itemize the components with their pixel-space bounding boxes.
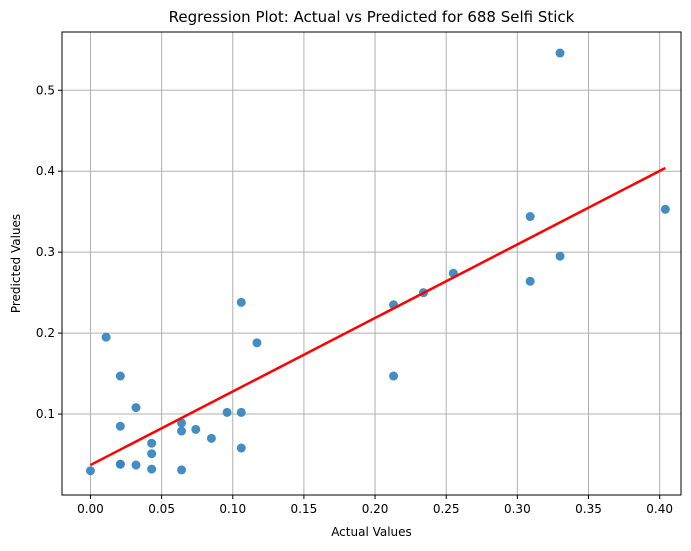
x-tick-label: 0.00 xyxy=(77,502,104,516)
scatter-point xyxy=(236,297,246,307)
x-tick-label: 0.40 xyxy=(646,502,673,516)
x-tick-label: 0.10 xyxy=(219,502,246,516)
scatter-point xyxy=(115,421,125,431)
scatter-point xyxy=(660,204,670,214)
x-tick-label: 0.15 xyxy=(291,502,318,516)
y-tick-label: 0.3 xyxy=(36,245,55,259)
scatter-point xyxy=(147,438,157,448)
x-axis-label: Actual Values xyxy=(331,525,412,539)
scatter-point xyxy=(147,464,157,474)
scatter-point xyxy=(191,424,201,434)
scatter-point xyxy=(252,338,262,348)
scatter-point xyxy=(131,403,141,413)
scatter-point xyxy=(236,407,246,417)
scatter-point xyxy=(555,48,565,58)
scatter-point xyxy=(236,443,246,453)
x-tick-label: 0.30 xyxy=(504,502,531,516)
scatter-point xyxy=(525,212,535,222)
scatter-point xyxy=(147,449,157,459)
plot-frame xyxy=(61,31,682,496)
scatter-point xyxy=(85,466,95,476)
data-layer xyxy=(85,48,670,476)
tick-layer: 0.00 0.05 0.10 0.15 0.20 0.25 0.30 0.35 0.40 0.1 0… xyxy=(36,83,673,516)
scatter-point xyxy=(177,465,187,475)
scatter-point xyxy=(177,418,187,428)
x-tick-label: 0.25 xyxy=(433,502,460,516)
x-tick-label: 0.05 xyxy=(148,502,175,516)
scatter-point xyxy=(115,459,125,469)
y-tick-label: 0.1 xyxy=(36,407,55,421)
scatter-point xyxy=(525,276,535,286)
scatter-point xyxy=(389,371,399,381)
scatter-point xyxy=(177,426,187,436)
grid-layer xyxy=(62,32,681,495)
regression-line xyxy=(89,166,666,467)
scatter-point xyxy=(222,407,232,417)
scatter-point xyxy=(206,433,216,443)
scatter-point xyxy=(555,251,565,261)
x-tick-label: 0.20 xyxy=(362,502,389,516)
y-tick-label: 0.4 xyxy=(36,164,55,178)
scatter-point xyxy=(115,371,125,381)
y-axis-label: Predicted Values xyxy=(9,214,23,313)
y-tick-label: 0.5 xyxy=(36,83,55,97)
x-tick-label: 0.35 xyxy=(575,502,602,516)
y-tick-label: 0.2 xyxy=(36,326,55,340)
scatter-point xyxy=(101,332,111,342)
scatter-point xyxy=(131,460,141,470)
chart-title: Regression Plot: Actual vs Predicted for… xyxy=(169,8,575,26)
